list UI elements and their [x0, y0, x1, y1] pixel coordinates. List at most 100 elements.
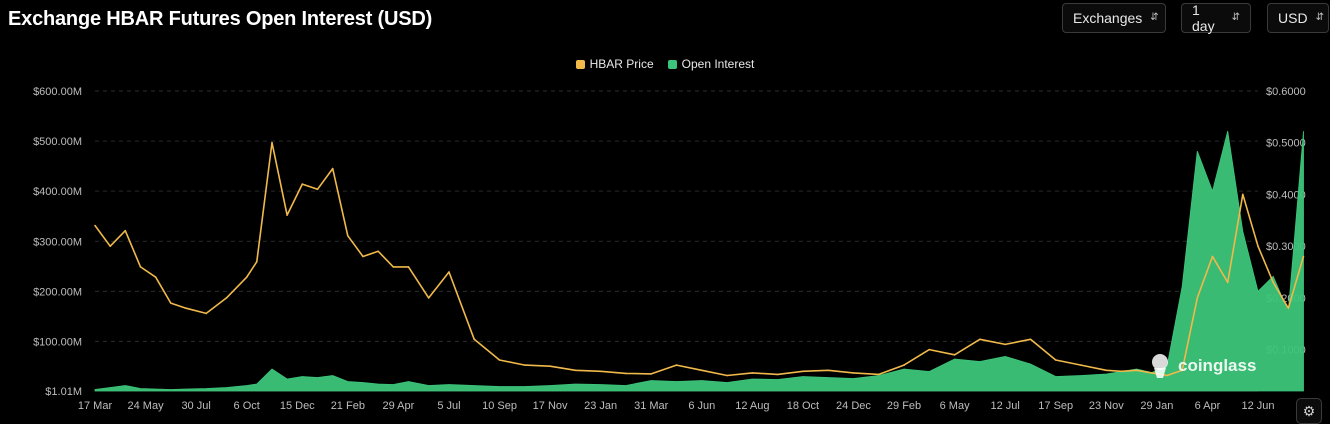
price-point: [245, 276, 248, 279]
chevron-up-down-icon: ⇵: [1315, 12, 1324, 23]
price-point: [776, 373, 779, 376]
price-point: [1054, 359, 1057, 361]
legend-label-open-interest: Open Interest: [681, 57, 755, 71]
x-axis-tick-label: 29 Apr: [382, 400, 414, 412]
price-point: [185, 307, 187, 310]
left-axis-tick-label: $500.00M: [33, 136, 82, 148]
price-point: [301, 183, 304, 185]
left-axis-ticks: $1.01M $100.00M $200.00M $300.00M $400.00M $5…: [33, 86, 82, 398]
price-point: [1135, 369, 1138, 372]
price-point: [852, 372, 855, 374]
currency-dropdown-label: USD: [1278, 10, 1308, 26]
x-axis-tick-label: 18 Oct: [787, 400, 819, 412]
price-point: [726, 374, 728, 377]
exchanges-dropdown-label: Exchanges: [1073, 10, 1143, 26]
price-point: [549, 365, 551, 368]
coinglass-watermark: coinglass: [1152, 354, 1256, 378]
chart-legend: HBAR Price Open Interest: [0, 57, 1330, 71]
legend-item-open-interest[interactable]: Open Interest: [667, 57, 755, 71]
price-point: [94, 224, 96, 227]
legend-swatch-price: [575, 59, 585, 69]
price-point: [903, 364, 905, 366]
price-point: [316, 188, 319, 191]
price-point: [1287, 307, 1290, 310]
exchanges-dropdown[interactable]: Exchanges ⇵: [1062, 3, 1166, 33]
left-axis-tick-label: $1.01M: [45, 386, 82, 398]
price-point: [1242, 193, 1244, 196]
price-point: [1181, 369, 1183, 372]
open-interest-layer: [94, 131, 1304, 392]
price-point: [255, 260, 258, 263]
price-point: [802, 370, 804, 373]
legend-item-price[interactable]: HBAR Price: [575, 57, 654, 71]
x-axis-tick-label: 24 May: [128, 400, 165, 412]
x-axis-tick-label: 23 Jan: [584, 400, 617, 412]
price-point: [599, 370, 602, 373]
page-title: Exchange HBAR Futures Open Interest (USD…: [8, 8, 433, 30]
price-point: [473, 338, 476, 341]
price-point: [1166, 374, 1168, 377]
price-point: [347, 235, 349, 237]
right-axis-tick-label: $0.4000: [1266, 189, 1306, 201]
price-point: [448, 271, 450, 273]
x-axis-tick-label: 6 May: [940, 400, 970, 412]
x-axis-tick-label: 5 Jul: [437, 400, 460, 412]
price-point: [205, 312, 207, 315]
price-point: [1151, 372, 1153, 374]
price-point: [362, 255, 364, 258]
left-axis-tick-label: $300.00M: [33, 236, 82, 248]
price-point: [271, 141, 273, 144]
left-axis-tick-label: $600.00M: [33, 86, 82, 98]
price-point: [1120, 370, 1123, 373]
price-layer: [94, 141, 1305, 377]
x-axis-tick-label: 29 Feb: [887, 400, 921, 412]
interval-dropdown-label: 1 day: [1192, 2, 1215, 34]
price-point: [498, 359, 501, 361]
x-axis-tick-label: 15 Dec: [280, 400, 315, 412]
price-point: [574, 369, 577, 372]
legend-label-price: HBAR Price: [589, 57, 654, 71]
price-point: [124, 229, 127, 232]
x-axis-ticks: 17 Mar 24 May 30 Jul 6 Oct 15 Dec 21 Feb 29 Ap…: [78, 400, 1275, 412]
price-point: [1004, 343, 1006, 346]
price-point: [1226, 281, 1229, 284]
x-axis-tick-label: 6 Apr: [1195, 400, 1221, 412]
legend-swatch-open-interest: [667, 59, 677, 69]
open-interest-area: [94, 131, 1304, 392]
price-point: [650, 373, 652, 375]
price-point: [427, 297, 430, 299]
currency-dropdown[interactable]: USD ⇵: [1267, 3, 1329, 33]
price-point: [286, 214, 288, 216]
gear-icon[interactable]: ⚙: [1296, 398, 1322, 424]
x-axis-tick-label: 12 Jun: [1241, 400, 1274, 412]
price-point: [331, 167, 334, 170]
price-point: [1196, 297, 1199, 299]
price-point: [1105, 369, 1108, 372]
price-point: [1080, 364, 1082, 366]
x-axis-tick-label: 17 Nov: [533, 400, 568, 412]
price-point: [392, 266, 395, 268]
price-point: [154, 276, 157, 279]
price-point: [701, 369, 703, 372]
price-point: [109, 245, 111, 247]
chevron-up-down-icon: ⇵: [1231, 12, 1240, 23]
price-point: [225, 297, 228, 299]
price-point: [675, 364, 678, 366]
left-axis-tick-label: $100.00M: [33, 336, 82, 348]
chevron-up-down-icon: ⇵: [1150, 12, 1159, 23]
price-point: [407, 266, 410, 268]
price-point: [377, 250, 380, 253]
x-axis-tick-label: 6 Oct: [234, 400, 260, 412]
x-axis-tick-label: 12 Aug: [735, 400, 769, 412]
price-point: [524, 364, 526, 366]
price-point: [751, 372, 754, 374]
x-axis-tick-label: 17 Mar: [78, 400, 113, 412]
price-point: [139, 266, 142, 268]
price-point: [1302, 255, 1305, 258]
hbar-price-line: [94, 141, 1305, 377]
right-axis-tick-label: $0.5000: [1266, 138, 1306, 150]
left-axis-tick-label: $400.00M: [33, 186, 82, 198]
interval-dropdown[interactable]: 1 day ⇵: [1181, 2, 1251, 34]
price-point: [827, 369, 829, 372]
